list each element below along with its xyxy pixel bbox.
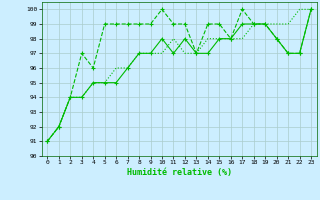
X-axis label: Humidité relative (%): Humidité relative (%) bbox=[127, 168, 232, 177]
